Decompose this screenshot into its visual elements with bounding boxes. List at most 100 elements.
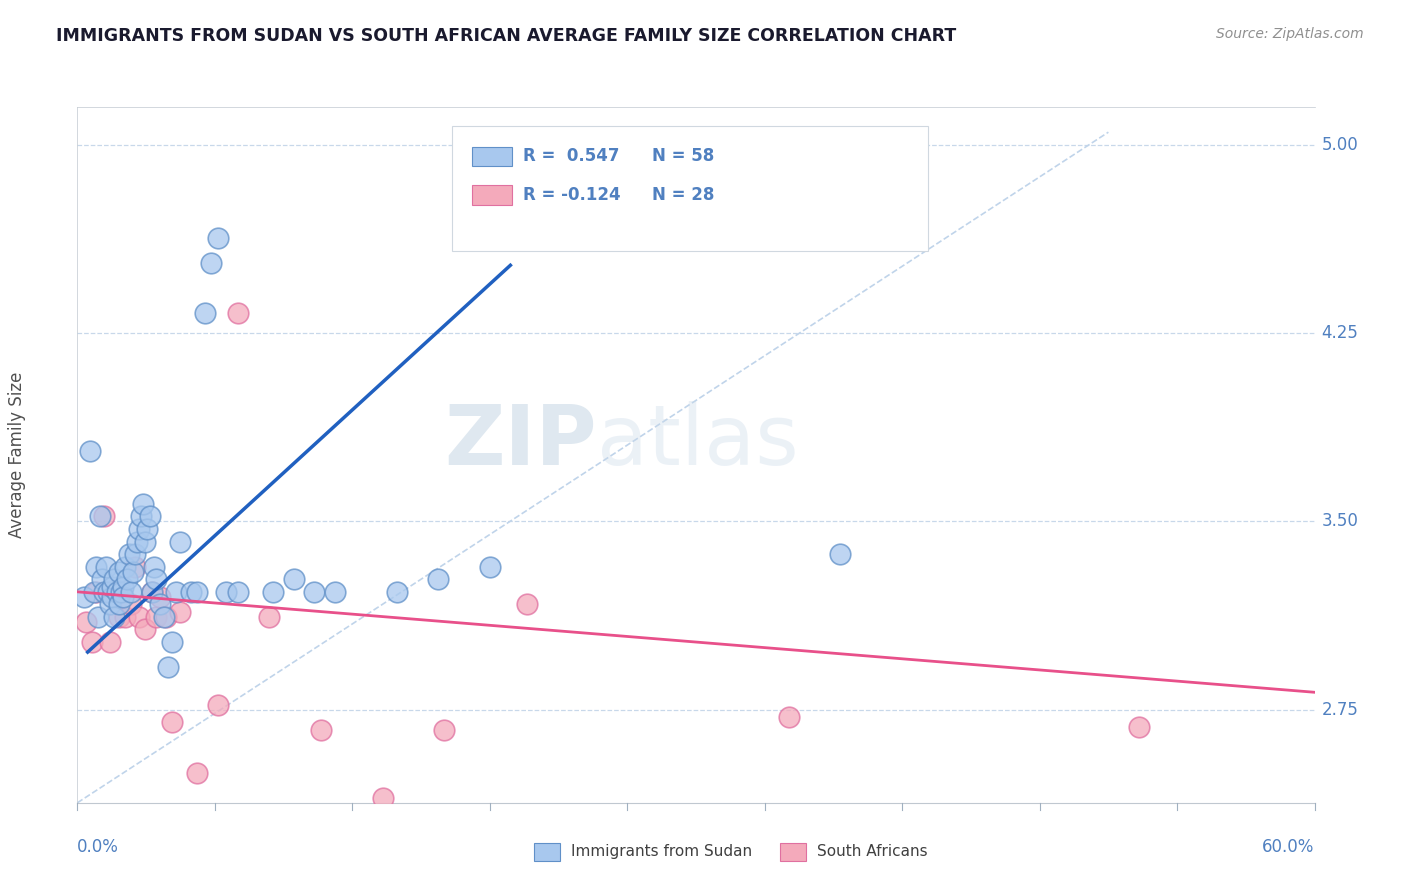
Text: Average Family Size: Average Family Size [8,372,25,538]
Point [83,584,105,599]
Point [433,723,456,737]
Point [124,559,146,574]
Point [257,610,280,624]
Point [96,559,118,574]
Point [98,635,121,649]
Point [160,635,183,649]
Text: N = 58: N = 58 [652,147,714,165]
Point [180,584,202,599]
Text: 2.75: 2.75 [1322,701,1358,719]
Point [134,534,156,549]
Point [153,610,176,624]
Point [141,584,163,599]
Point [169,605,191,619]
Text: IMMIGRANTS FROM SUDAN VS SOUTH AFRICAN AVERAGE FAMILY SIZE CORRELATION CHART: IMMIGRANTS FROM SUDAN VS SOUTH AFRICAN A… [56,27,956,45]
Point [111,590,134,604]
Point [427,572,450,586]
Point [478,559,501,574]
Point [114,610,136,624]
Point [165,584,187,599]
Point [262,584,284,599]
Point [186,584,208,599]
Point [107,610,129,624]
Point [830,547,852,561]
Point [186,765,208,780]
Point [128,610,150,624]
Point [385,584,408,599]
Point [132,497,155,511]
Point [1128,721,1150,735]
Point [118,547,141,561]
Point [120,598,142,612]
Text: ZIP: ZIP [444,401,598,482]
Point [516,598,538,612]
Point [114,559,136,574]
Point [157,660,180,674]
Text: South Africans: South Africans [817,845,928,859]
Text: 3.50: 3.50 [1322,513,1358,531]
Point [107,598,129,612]
Point [120,584,142,599]
Point [142,559,165,574]
Point [107,565,129,579]
Point [98,598,121,612]
Point [149,598,172,612]
Text: 4.25: 4.25 [1322,324,1358,343]
Point [103,584,125,599]
Point [149,590,172,604]
Point [283,572,305,586]
Point [207,230,229,244]
Point [127,534,149,549]
Point [84,584,107,599]
Point [160,715,183,730]
Point [134,623,156,637]
Point [111,580,134,594]
Text: Source: ZipAtlas.com: Source: ZipAtlas.com [1216,27,1364,41]
Point [87,610,110,624]
Point [323,584,346,599]
Point [75,615,97,629]
Point [155,610,177,624]
Point [93,509,115,524]
Point [72,590,94,604]
Point [93,584,115,599]
Text: atlas: atlas [598,401,799,482]
Text: 60.0%: 60.0% [1263,838,1315,856]
Text: Immigrants from Sudan: Immigrants from Sudan [571,845,752,859]
Text: R = -0.124: R = -0.124 [523,186,620,203]
Point [129,509,152,524]
Point [110,584,132,599]
Text: 5.00: 5.00 [1322,136,1358,153]
Point [141,584,163,599]
Point [105,584,128,599]
Point [128,522,150,536]
Point [115,572,138,586]
Point [207,698,229,712]
Point [778,710,800,724]
Point [79,444,101,458]
Text: N = 28: N = 28 [652,186,714,203]
Point [97,584,120,599]
Point [80,635,103,649]
Point [101,590,124,604]
Point [145,610,167,624]
Point [226,584,249,599]
Text: R =  0.547: R = 0.547 [523,147,620,165]
Point [371,790,394,805]
Point [226,306,249,320]
Point [194,306,217,320]
Point [103,610,125,624]
Point [138,509,160,524]
Point [124,547,146,561]
Point [304,584,326,599]
Point [103,572,125,586]
Point [89,509,111,524]
Point [84,559,107,574]
Point [101,580,124,594]
Point [169,534,191,549]
Text: 0.0%: 0.0% [77,838,120,856]
Point [122,565,145,579]
Point [91,572,114,586]
Point [309,723,332,737]
Point [136,522,159,536]
